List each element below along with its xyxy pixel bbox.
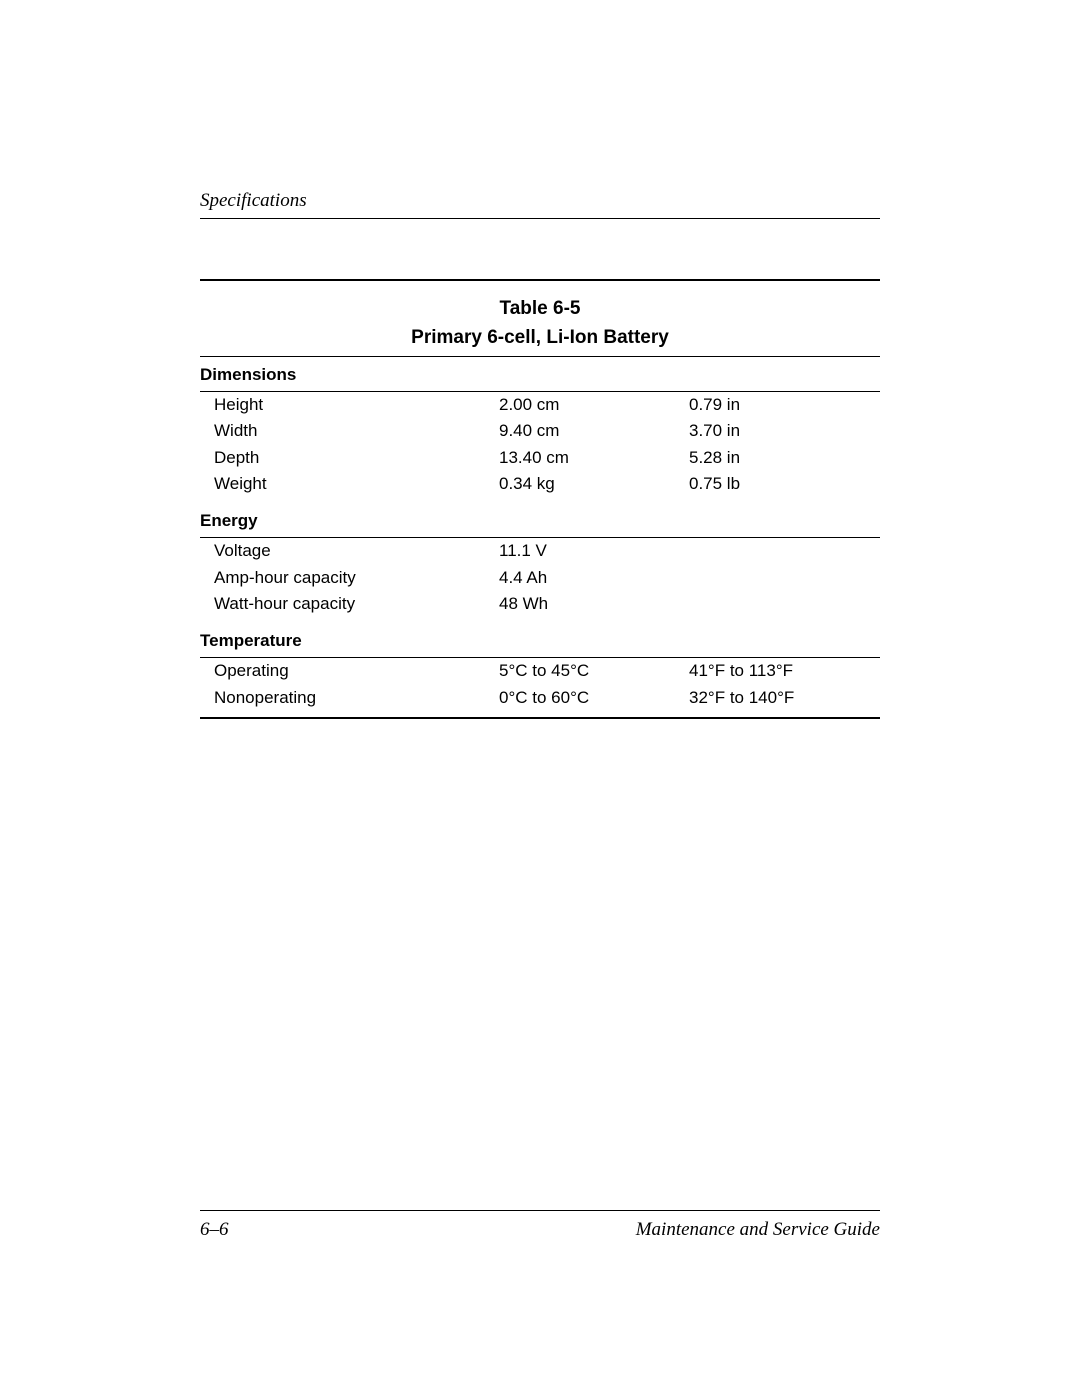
spec-imperial: 3.70 in xyxy=(689,418,880,444)
spec-imperial: 5.28 in xyxy=(689,445,880,471)
section-header: Dimensions xyxy=(200,357,880,391)
table-row: Operating5°C to 45°C41°F to 113°F xyxy=(200,658,880,684)
spec-metric: 5°C to 45°C xyxy=(499,658,689,684)
footer-rule xyxy=(200,1210,880,1211)
spec-label: Amp-hour capacity xyxy=(214,565,499,591)
page-content: Specifications Table 6-5 Primary 6-cell,… xyxy=(200,190,880,719)
page-number: 6–6 xyxy=(200,1219,229,1241)
table-top-rule xyxy=(200,279,880,281)
spec-label: Height xyxy=(214,392,499,418)
table-row: Weight0.34 kg0.75 lb xyxy=(200,471,880,497)
table-bottom-rule xyxy=(200,717,880,719)
spec-metric: 13.40 cm xyxy=(499,445,689,471)
spec-label: Nonoperating xyxy=(214,685,499,711)
spec-label: Width xyxy=(214,418,499,444)
table-row: Height2.00 cm0.79 in xyxy=(200,392,880,418)
section-body: Operating5°C to 45°C41°F to 113°FNonoper… xyxy=(200,658,880,711)
table-row: Width9.40 cm3.70 in xyxy=(200,418,880,444)
spec-metric: 4.4 Ah xyxy=(499,565,689,591)
spec-metric: 11.1 V xyxy=(499,538,689,564)
table-row: Voltage11.1 V xyxy=(200,538,880,564)
spec-table: DimensionsHeight2.00 cm0.79 inWidth9.40 … xyxy=(200,357,880,711)
spec-imperial xyxy=(689,565,880,591)
spec-metric: 0.34 kg xyxy=(499,471,689,497)
section-header: Temperature xyxy=(200,623,880,657)
table-row: Depth13.40 cm5.28 in xyxy=(200,445,880,471)
table-row: Amp-hour capacity4.4 Ah xyxy=(200,565,880,591)
book-title: Maintenance and Service Guide xyxy=(636,1219,880,1241)
header-rule xyxy=(200,218,880,219)
spec-imperial: 0.75 lb xyxy=(689,471,880,497)
table-caption: Table 6-5 Primary 6-cell, Li-Ion Battery xyxy=(200,295,880,352)
spec-label: Voltage xyxy=(214,538,499,564)
spec-imperial: 41°F to 113°F xyxy=(689,658,880,684)
spec-imperial xyxy=(689,591,880,617)
table-row: Watt-hour capacity48 Wh xyxy=(200,591,880,617)
caption-line-1: Table 6-5 xyxy=(200,295,880,324)
spec-metric: 2.00 cm xyxy=(499,392,689,418)
spec-imperial: 0.79 in xyxy=(689,392,880,418)
spec-metric: 0°C to 60°C xyxy=(499,685,689,711)
section-body: Voltage11.1 VAmp-hour capacity4.4 AhWatt… xyxy=(200,538,880,617)
spec-metric: 48 Wh xyxy=(499,591,689,617)
spec-label: Operating xyxy=(214,658,499,684)
spec-label: Weight xyxy=(214,471,499,497)
spec-metric: 9.40 cm xyxy=(499,418,689,444)
page-footer: 6–6 Maintenance and Service Guide xyxy=(200,1210,880,1241)
table-row: Nonoperating0°C to 60°C32°F to 140°F xyxy=(200,685,880,711)
running-header: Specifications xyxy=(200,190,880,212)
spec-imperial: 32°F to 140°F xyxy=(689,685,880,711)
spec-imperial xyxy=(689,538,880,564)
spec-label: Watt-hour capacity xyxy=(214,591,499,617)
caption-line-2: Primary 6-cell, Li-Ion Battery xyxy=(200,324,880,353)
section-body: Height2.00 cm0.79 inWidth9.40 cm3.70 inD… xyxy=(200,392,880,497)
spec-label: Depth xyxy=(214,445,499,471)
section-header: Energy xyxy=(200,503,880,537)
